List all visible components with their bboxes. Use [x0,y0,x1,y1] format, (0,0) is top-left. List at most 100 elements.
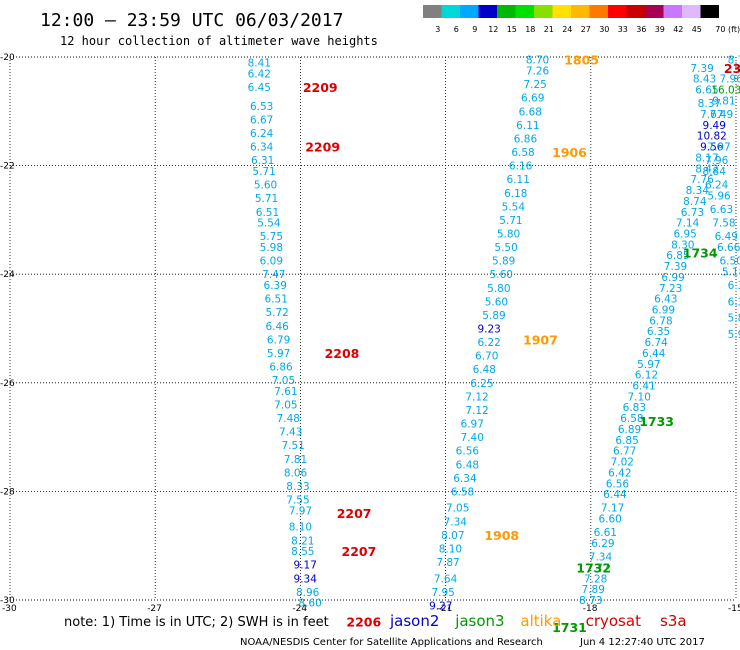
wave-height-value: 5.89 [482,310,505,322]
wave-height-value: 6.44 [642,348,666,360]
satellite-legend: jason2 jason3 altika cryosat s3a [389,612,687,630]
wave-height-value: 6.58 [620,413,643,425]
wave-height-value: 9.34 [294,573,318,585]
axis-tick-labels: -30 -27 -24 -21 -18 -15 -20 -22 -24 -26 -28 -30 [0,53,740,614]
y-tick-label: -30 [0,596,15,606]
wave-height-value: 7.39 [664,261,687,273]
satellite-label: altika [520,612,561,630]
wave-height-value: 6.74 [644,337,668,349]
y-tick-label: -22 [0,162,15,172]
wave-height-value: 6.42 [248,68,271,80]
plot-grid [9,56,737,601]
wave-height-value: 7.02 [611,457,634,469]
wave-height-value: 5.80 [497,228,520,240]
wave-height-value: 7.67 [700,109,723,121]
wave-height-value: 6.86 [269,362,293,374]
x-tick-label: -30 [2,604,17,614]
time-label: 2207 [337,506,372,521]
satellite-label: cryosat [586,612,641,630]
wave-height-value: 7.17 [601,503,624,515]
wave-height-value: 5.97 [267,348,290,360]
y-tick-label: -20 [0,53,15,63]
wave-height-value: 7.12 [465,405,488,417]
scale-swatch [515,5,534,18]
wave-height-value: 7.23 [659,283,682,295]
wave-height-value: 6.66 [717,242,740,254]
scale-label: 3 [435,25,440,34]
y-tick-label: -28 [0,487,15,497]
x-tick-label: -21 [438,604,453,614]
time-label: 1732 [576,560,611,575]
wave-height-value: 7.89 [582,584,605,596]
wave-height-value: 6.89 [618,424,641,436]
wave-height-value: 5.50 [494,242,517,254]
wave-height-value: 6.77 [613,446,636,458]
wave-height-value: 10.82 [697,131,727,143]
wave-height-value: 6.44 [603,489,627,501]
wave-height-value: 6.42 [608,467,631,479]
wave-height-value: 5.60 [254,180,277,192]
y-tick-label: -26 [0,379,15,389]
footer-note: note: 1) Time is in UTC; 2) SWH is in fe… [64,615,329,630]
time-label: 2319 [724,61,740,76]
wave-height-value: 5.97 [637,359,660,371]
time-label: 1733 [639,414,674,429]
scale-swatch [441,5,460,18]
wave-height-value: 6.86 [514,133,538,145]
wave-height-value: 7.61 [274,386,297,398]
wave-height-value: 7.05 [274,400,297,412]
scale-swatch [700,5,719,18]
wave-height-value: 6.48 [456,459,479,471]
scale-label: 9 [472,25,477,34]
wave-height-value: 5.54 [257,218,281,230]
wave-height-value: 6.68 [519,106,542,118]
wave-height-value: 7.26 [526,66,550,78]
wave-height-value: 6.31 [251,155,274,167]
wave-height-value: 7.34 [444,516,468,528]
scale-label: 33 [618,25,628,34]
wave-height-value: 8.34 [686,185,710,197]
scale-label: 21 [544,25,554,34]
wave-height-value: 6.65 [695,85,718,97]
wave-height-value: 7.49 [710,109,733,121]
wave-height-value: 5.89 [492,256,515,268]
wave-height-value: 6.83 [623,402,646,414]
wave-height-value: 7.95 [431,587,454,599]
wave-height-value: 8.84 [703,166,727,178]
scale-label: 6 [454,25,459,34]
scale-swatch [534,5,553,18]
wave-height-value: 6.16 [509,161,533,173]
scale-swatch [423,5,442,18]
wave-height-value: 7.12 [465,391,488,403]
scale-swatch [460,5,479,18]
wave-height-value: 8.06 [284,467,308,479]
wave-height-value: 6.24 [705,180,729,192]
wave-height-value: 8.07 [441,530,464,542]
wave-height-value: 7.43 [279,427,302,439]
wave-height-value: 6.78 [649,315,672,327]
time-label: 1731 [552,620,587,635]
scale-swatch [589,5,608,18]
time-label: 1907 [523,332,558,347]
wave-height-value: 16.03 [711,85,740,97]
wave-height-value: 7.76 [690,174,714,186]
wave-height-value: 6.63 [710,204,733,216]
wave-height-value: 6.3 [728,280,740,292]
wave-height-value: 5.9 [728,329,740,341]
wave-height-value: 6.25 [470,378,493,390]
wave-height-value: 7.77 [586,562,609,574]
time-label: 2207 [342,544,377,559]
wave-height-value: 6.29 [591,538,614,550]
wave-height-value: 8.70 [526,55,549,67]
wave-height-value: 7.58 [712,218,735,230]
wave-height-value: 7.39 [690,63,713,75]
wave-height-value: 7.96 [719,74,740,86]
wave-height-value: 5.80 [487,283,510,295]
wave-height-value: 6.12 [635,370,658,382]
wave-height-value: 8.7 [728,55,740,67]
scale-swatch [663,5,682,18]
scale-label: 15 [507,25,517,34]
color-scale-legend: 3 6 9 12 15 18 21 24 27 30 33 36 39 42 45 70 (ft) [423,5,740,34]
scale-label: 36 [636,25,646,34]
wave-height-value: 6.18 [504,188,527,200]
